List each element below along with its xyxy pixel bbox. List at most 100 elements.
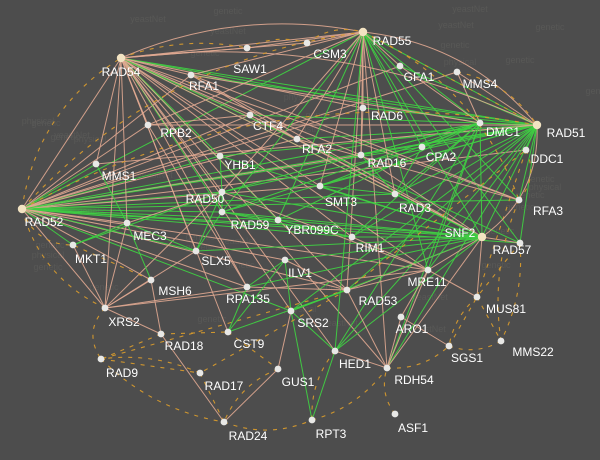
graph-node-rpb2[interactable] — [144, 121, 152, 129]
graph-edge — [351, 122, 481, 238]
graph-edge — [386, 122, 481, 369]
graph-node-rad57[interactable] — [516, 239, 524, 247]
graph-edge — [21, 71, 458, 210]
graph-node-mre11[interactable] — [424, 266, 432, 274]
graph-edge — [456, 71, 481, 124]
graph-node-rad51[interactable] — [532, 120, 542, 130]
graph-edge — [362, 31, 483, 238]
graph-edge — [221, 122, 481, 213]
graph-node-rdh54[interactable] — [383, 364, 391, 372]
graph-edge — [21, 163, 97, 210]
watermark-text: genetic — [440, 40, 470, 50]
graph-edge — [21, 208, 223, 213]
graph-node-rad55[interactable] — [358, 27, 368, 37]
watermark-text: genetic — [315, 282, 345, 292]
graph-node-rad16[interactable] — [357, 151, 365, 159]
graph-node-sgs1[interactable] — [445, 342, 453, 350]
graph-node-rfa3[interactable] — [515, 196, 523, 204]
graph-node-aro1[interactable] — [397, 313, 405, 321]
graph-node-dmc1[interactable] — [476, 119, 484, 127]
graph-node-asf1[interactable] — [391, 410, 399, 418]
graph-node-rad54[interactable] — [116, 53, 126, 63]
graph-edge — [476, 296, 502, 342]
graph-node-rad6[interactable] — [359, 104, 367, 112]
graph-node-rfa2[interactable] — [293, 135, 301, 143]
graph-node-rad50[interactable] — [218, 188, 226, 196]
graph-node-rad53[interactable] — [343, 286, 351, 294]
graph-edge — [120, 57, 348, 291]
graph-node-rfa1[interactable] — [187, 71, 195, 79]
watermark-text: yeastNet — [54, 130, 90, 140]
graph-node-gfa1[interactable] — [396, 62, 404, 70]
graph-edge — [21, 208, 248, 288]
graph-node-rpa135[interactable] — [243, 283, 251, 291]
graph-edge — [227, 259, 286, 333]
graph-edge — [319, 31, 364, 187]
graph-node-rad9[interactable] — [97, 355, 105, 363]
graph-node-slx5[interactable] — [192, 247, 200, 255]
graph-node-ybr099c[interactable] — [274, 216, 282, 224]
graph-edge — [346, 149, 527, 291]
graph-node-cpa2[interactable] — [418, 143, 426, 151]
graph-node-gus1[interactable] — [274, 365, 282, 373]
graph-edge — [219, 155, 483, 238]
graph-node-cst9[interactable] — [224, 328, 232, 336]
graph-edge — [519, 124, 538, 244]
graph-edge — [104, 307, 162, 335]
graph-edge — [525, 124, 538, 151]
watermark-text: yeastNet — [438, 20, 474, 30]
graph-node-rad24[interactable] — [220, 418, 228, 426]
graph-node-ctf4[interactable] — [246, 111, 254, 119]
graph-edge — [386, 269, 429, 369]
graph-node-msh6[interactable] — [147, 276, 155, 284]
graph-edge-arc — [100, 356, 201, 374]
graph-node-mus81[interactable] — [473, 293, 481, 301]
graph-node-smt3[interactable] — [316, 182, 324, 190]
graph-edge — [334, 31, 364, 352]
graph-node-srs2[interactable] — [287, 307, 295, 315]
graph-edge — [227, 331, 279, 370]
graph-node-mec3[interactable] — [123, 219, 131, 227]
graph-node-mms1[interactable] — [92, 160, 100, 168]
graph-edge — [360, 124, 538, 156]
graph-node-hed1[interactable] — [331, 347, 339, 355]
graph-node-ddc1[interactable] — [522, 146, 530, 154]
graph-node-yhb1[interactable] — [216, 152, 224, 160]
graph-node-saw1[interactable] — [243, 44, 251, 52]
graph-node-rad17[interactable] — [196, 369, 204, 377]
graph-edge — [362, 31, 401, 67]
graph-edge — [362, 31, 520, 201]
graph-edge — [284, 259, 292, 312]
graph-edge — [277, 219, 353, 238]
graph-node-csm3[interactable] — [303, 39, 311, 47]
graph-edge — [421, 122, 481, 148]
graph-edge — [346, 289, 388, 369]
graph-node-xrs2[interactable] — [101, 304, 109, 312]
graph-node-mms22[interactable] — [497, 337, 505, 345]
graph-node-rad3[interactable] — [391, 190, 399, 198]
graph-edge — [249, 114, 538, 126]
graph-edge — [120, 57, 292, 312]
graph-edge — [195, 211, 223, 252]
graph-node-rad59[interactable] — [218, 208, 226, 216]
graph-edge — [296, 138, 520, 201]
graph-edge — [104, 222, 128, 309]
watermark-text: yeastNet — [210, 26, 246, 36]
graph-node-rad18[interactable] — [157, 330, 165, 338]
graph-node-ilv1[interactable] — [281, 256, 289, 264]
graph-edge — [190, 74, 483, 238]
graph-node-snf2[interactable] — [477, 232, 487, 242]
graph-node-rpt3[interactable] — [308, 416, 316, 424]
watermark-text: genetic — [525, 174, 555, 184]
graph-node-mms4[interactable] — [453, 68, 461, 76]
watermark-text: genetic — [35, 240, 65, 250]
graph-edge — [427, 124, 538, 271]
graph-node-rim1[interactable] — [348, 233, 356, 241]
graph-edge-arc — [120, 51, 538, 126]
graph-node-mkt1[interactable] — [69, 241, 77, 249]
graph-node-rad52[interactable] — [17, 204, 27, 214]
graph-edge — [223, 368, 279, 423]
graph-edge-arc — [100, 358, 225, 423]
